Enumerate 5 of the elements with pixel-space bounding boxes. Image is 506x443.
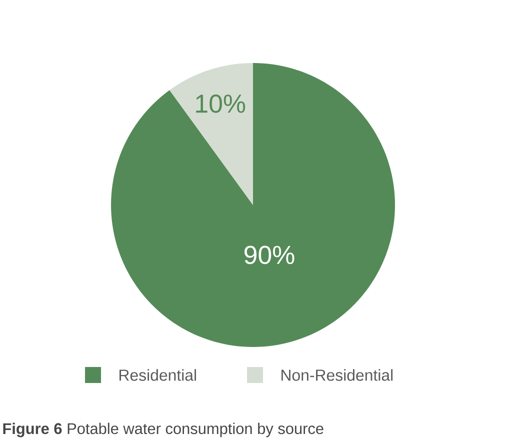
legend-label: Non-Residential: [282, 369, 393, 381]
data-label: 90%: [244, 246, 294, 264]
legend-label: Residential: [120, 369, 196, 381]
text: Figure 6 Potable water consumption by source: [3, 422, 324, 438]
data-label: 10%: [196, 94, 246, 113]
